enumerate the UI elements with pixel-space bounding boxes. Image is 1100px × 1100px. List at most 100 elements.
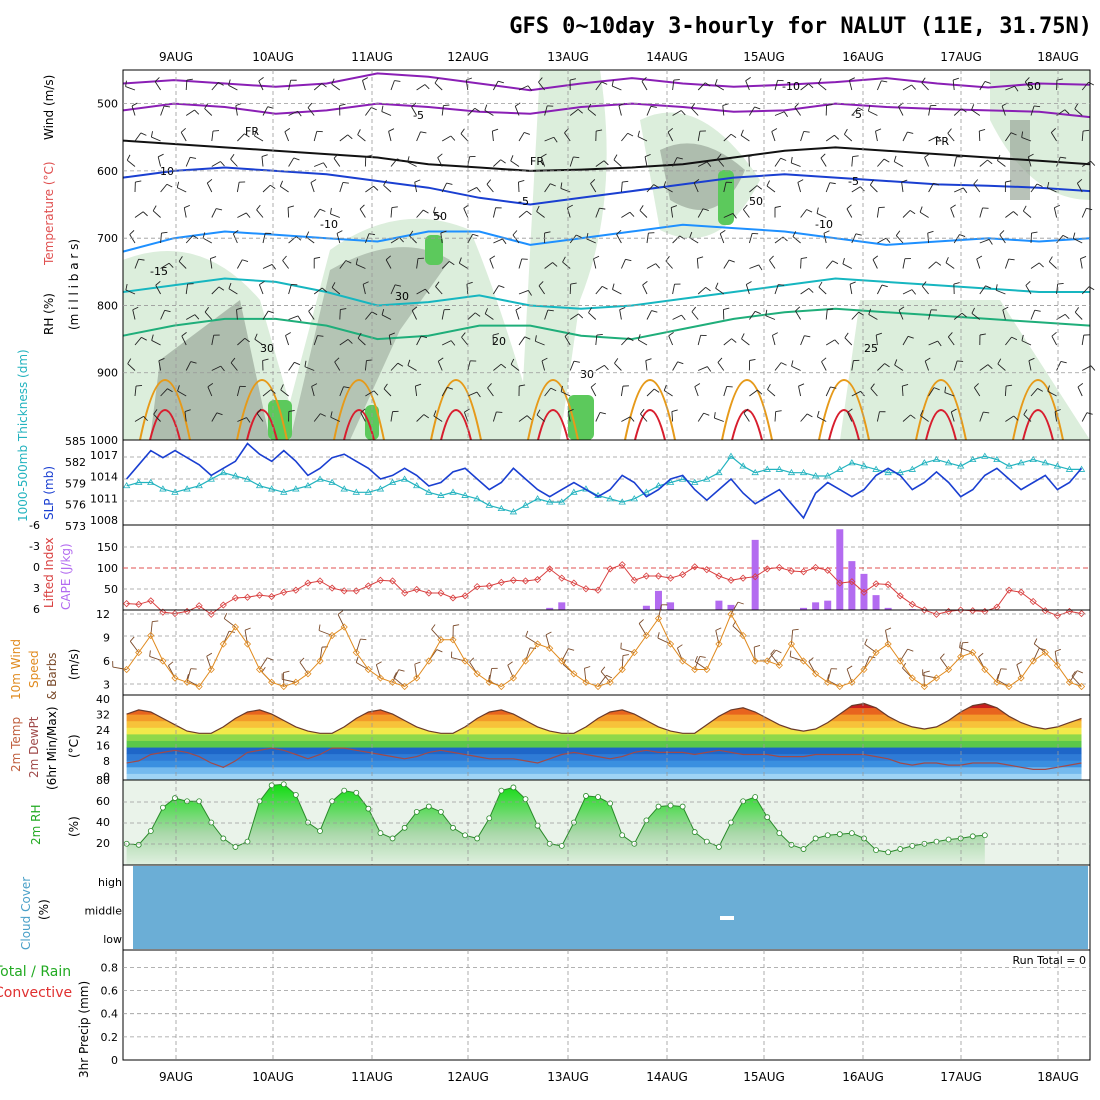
wind-barb-flag	[570, 282, 577, 285]
wind-barb-flag	[268, 310, 275, 314]
wind-barb	[800, 258, 802, 269]
wind-speed-marker	[207, 665, 215, 674]
wind-barb-flag	[1047, 181, 1050, 189]
wind-barb-flag	[920, 409, 924, 416]
thickness-marker	[316, 475, 324, 482]
wind-barb	[875, 131, 878, 142]
wind-barb	[435, 286, 443, 295]
wind-barb	[261, 156, 264, 167]
wind-barb-flag	[657, 632, 660, 639]
contour-label: -5	[413, 109, 424, 122]
wind-barb-flag	[461, 332, 466, 338]
wind-barb	[588, 312, 597, 320]
lifted-index-marker	[618, 561, 626, 569]
wind-barb	[817, 416, 827, 422]
wind-barb-flag	[1077, 382, 1084, 388]
wind-barb	[794, 107, 801, 116]
wind-barb-flag	[319, 208, 326, 212]
wind-speed-marker	[945, 665, 953, 674]
wind-barb	[642, 284, 648, 295]
wind-barb	[697, 82, 706, 91]
rh-marker	[534, 822, 541, 829]
wind-barb-flag	[1023, 409, 1028, 415]
wind-barb-flag	[923, 670, 930, 673]
contour-label: 30	[395, 290, 409, 303]
lifted-index-marker	[763, 565, 771, 573]
wind-barb	[381, 111, 392, 116]
wind-barb	[441, 387, 448, 397]
wind-barb-flag	[407, 156, 410, 163]
contour-label: 30	[580, 368, 594, 381]
wind-speed-marker	[425, 657, 433, 665]
wind-barb-flag	[331, 282, 336, 288]
precip-ylabels: Total / Rain Convective 3hr Precip (mm)	[0, 964, 91, 1078]
wind-barb	[667, 131, 674, 142]
thickness-label: 1000-500mb Thickness (dm)	[16, 349, 30, 522]
wind-barb	[331, 83, 341, 91]
wind-barb	[723, 133, 732, 142]
wind-speed-marker	[219, 640, 227, 648]
lifted-index-marker	[920, 606, 928, 614]
thickness-marker	[171, 488, 179, 495]
wind-barb	[1030, 105, 1035, 116]
wind-barb-flag	[136, 385, 143, 387]
wind-barb-flag	[576, 234, 582, 238]
cape-bar	[751, 539, 759, 610]
wind-barb-flag	[407, 359, 411, 366]
cape-bar	[558, 602, 566, 610]
wind-barb	[646, 388, 655, 397]
wind-barb-flag	[143, 416, 148, 422]
wind-barb-flag	[1071, 671, 1076, 677]
wind-barb-flag	[158, 358, 165, 362]
wind-barb-flag	[953, 282, 960, 285]
wind-barb	[463, 411, 469, 422]
contour-label: 30	[260, 342, 274, 355]
thickness-marker	[836, 465, 844, 472]
wind-barb-flag	[911, 84, 916, 90]
wind-barb	[127, 363, 136, 371]
temp-band	[126, 773, 1082, 780]
thickness-marker	[908, 465, 917, 472]
wind-barb-flag	[168, 262, 174, 268]
wind-speed-marker	[135, 648, 143, 657]
wind-barb-flag	[207, 383, 214, 388]
thickness-marker	[739, 462, 747, 469]
date-label-bottom: 14AUG	[646, 1070, 688, 1084]
wind-barb	[202, 237, 213, 244]
wind-barb-flag	[256, 204, 261, 211]
wind-barb-flag	[590, 382, 597, 388]
wind-barb	[1081, 160, 1091, 167]
wind-barb-flag	[129, 636, 135, 642]
wind-barb	[586, 238, 596, 244]
thickness-marker	[243, 475, 252, 482]
cape-ytick: 50	[104, 583, 118, 596]
wind-barb-flag	[681, 314, 686, 321]
wind-barb-flag	[1086, 207, 1093, 211]
wind-barb	[791, 365, 801, 371]
wind-barb-flag	[254, 333, 258, 340]
wind-barb-flag	[587, 103, 592, 110]
wind-speed-marker	[183, 678, 191, 686]
wind-barb	[416, 131, 421, 142]
temp-band	[126, 766, 1082, 774]
wind-barb	[722, 105, 725, 116]
upper-ytick: 800	[97, 299, 118, 312]
wind-barb	[820, 157, 827, 167]
wind-barb	[390, 207, 393, 218]
wind-barb	[921, 285, 929, 295]
wind-barb-flag	[204, 103, 209, 109]
lifted-index-marker	[401, 589, 409, 597]
wind-barb	[1074, 108, 1083, 116]
cloud-label-b: (%)	[37, 899, 51, 920]
wind-barb-flag	[310, 179, 317, 183]
temp-contour-5	[122, 166, 1091, 206]
contour-label: -10	[782, 80, 800, 93]
wind-speed-marker	[787, 640, 796, 648]
wind-barb-flag	[534, 335, 537, 342]
temp-line	[126, 702, 1082, 734]
thickness-marker	[715, 468, 723, 476]
wind-barb	[414, 386, 418, 397]
wind-barb	[284, 131, 290, 142]
wind-barb	[1030, 262, 1040, 269]
wind-barb-flag	[421, 335, 428, 339]
